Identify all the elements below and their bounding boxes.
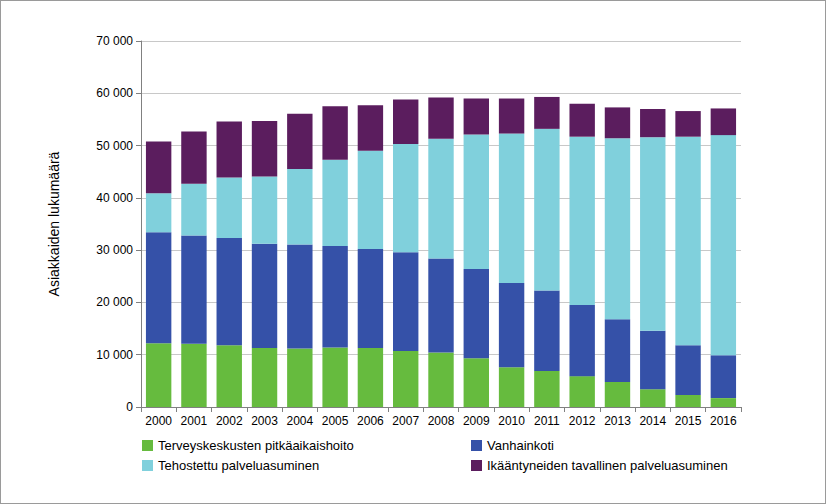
svg-text:2004: 2004 bbox=[286, 414, 313, 428]
svg-text:60 000: 60 000 bbox=[96, 86, 133, 100]
svg-text:2014: 2014 bbox=[639, 414, 666, 428]
svg-text:Vanhainkoti: Vanhainkoti bbox=[487, 438, 554, 453]
svg-text:2000: 2000 bbox=[145, 414, 172, 428]
svg-text:40 000: 40 000 bbox=[96, 191, 133, 205]
svg-text:Ikääntyneiden tavallinen palve: Ikääntyneiden tavallinen palveluasuminen bbox=[487, 458, 728, 473]
svg-text:70 000: 70 000 bbox=[96, 34, 133, 48]
svg-text:Tehostettu palveluasuminen: Tehostettu palveluasuminen bbox=[158, 458, 319, 473]
svg-text:2003: 2003 bbox=[251, 414, 278, 428]
svg-text:30 000: 30 000 bbox=[96, 243, 133, 257]
svg-text:2005: 2005 bbox=[322, 414, 349, 428]
svg-text:2008: 2008 bbox=[428, 414, 455, 428]
svg-text:Terveyskeskusten pitkäaikaisho: Terveyskeskusten pitkäaikaishoito bbox=[158, 438, 354, 453]
svg-text:10 000: 10 000 bbox=[96, 348, 133, 362]
svg-text:0: 0 bbox=[126, 400, 133, 414]
svg-text:2002: 2002 bbox=[216, 414, 243, 428]
svg-text:Asiakkaiden lukumäärä: Asiakkaiden lukumäärä bbox=[46, 151, 62, 296]
svg-text:2015: 2015 bbox=[675, 414, 702, 428]
svg-text:2007: 2007 bbox=[392, 414, 419, 428]
svg-text:2001: 2001 bbox=[181, 414, 208, 428]
svg-text:2013: 2013 bbox=[604, 414, 631, 428]
svg-text:2009: 2009 bbox=[463, 414, 490, 428]
svg-text:2006: 2006 bbox=[357, 414, 384, 428]
svg-text:2012: 2012 bbox=[569, 414, 596, 428]
svg-text:20 000: 20 000 bbox=[96, 295, 133, 309]
svg-text:2016: 2016 bbox=[710, 414, 737, 428]
svg-text:50 000: 50 000 bbox=[96, 139, 133, 153]
svg-text:2011: 2011 bbox=[534, 414, 560, 428]
svg-text:2010: 2010 bbox=[498, 414, 525, 428]
